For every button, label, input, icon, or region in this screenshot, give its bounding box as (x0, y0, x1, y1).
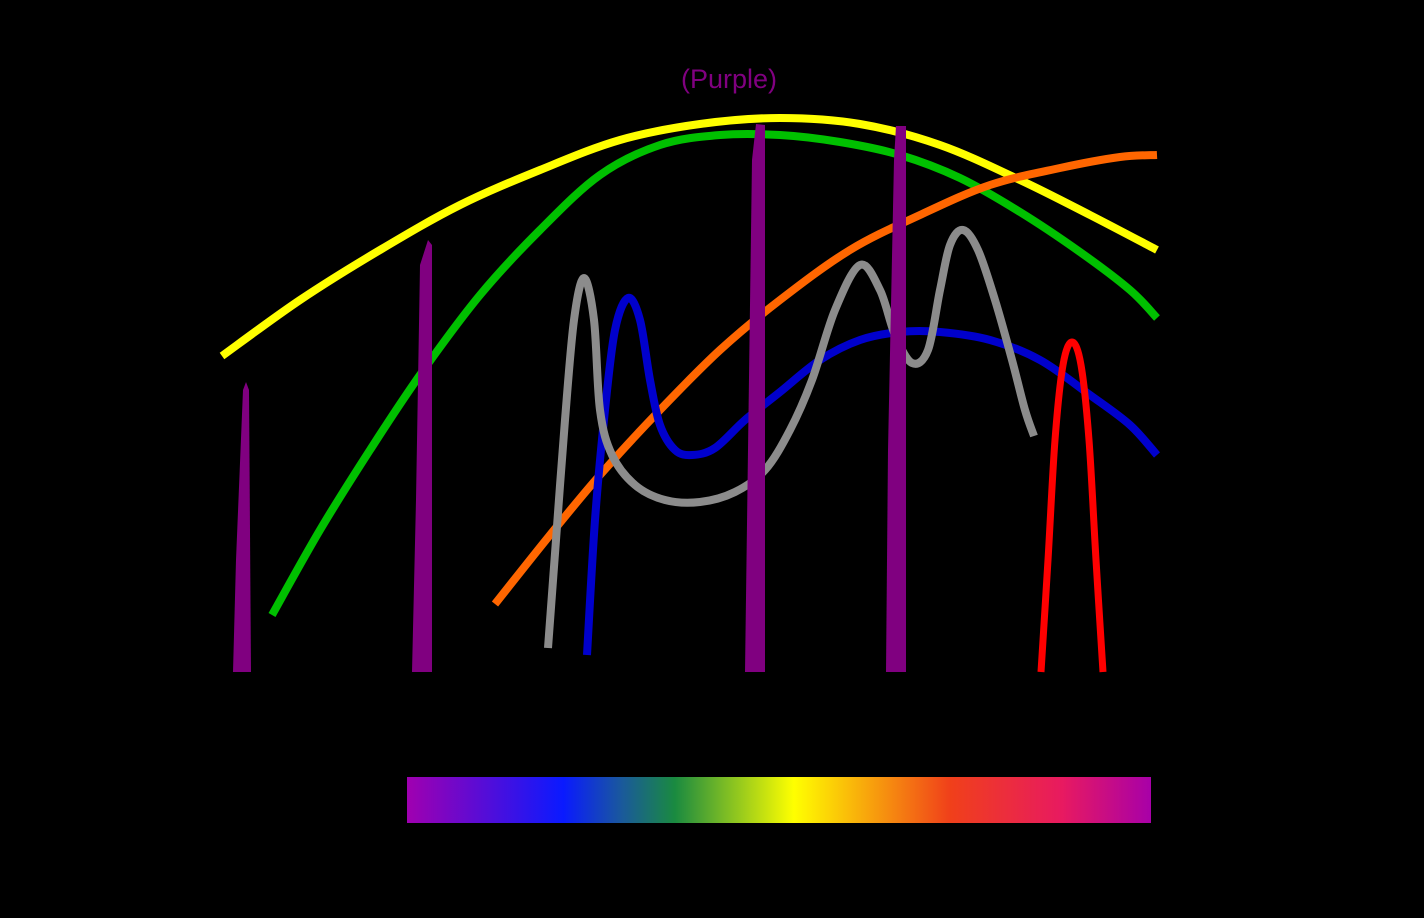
series-layer (219, 114, 1161, 673)
green-curve (268, 129, 1160, 617)
purple-label: (Purple) (681, 64, 778, 94)
purple-spike-4 (886, 126, 906, 672)
red-curve (1037, 338, 1107, 673)
visible-spectrum-bar (407, 777, 1151, 823)
purple-spike-3 (745, 124, 765, 672)
gray-curve (544, 225, 1038, 649)
purple-spike-1 (233, 382, 251, 672)
orange-curve (491, 151, 1158, 607)
purple-spike-2 (412, 240, 432, 672)
